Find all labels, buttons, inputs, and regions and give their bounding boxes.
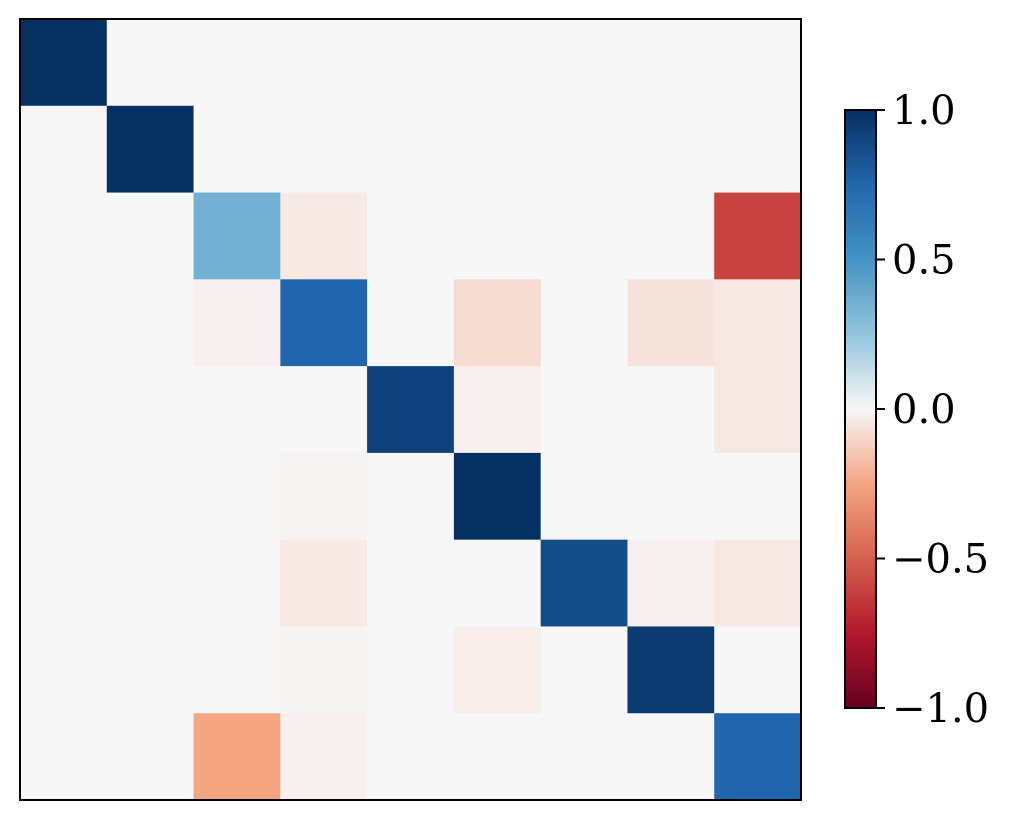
colorbar-tick-label: −1.0 bbox=[892, 686, 989, 732]
colorbar-tick-label: 0.0 bbox=[892, 387, 956, 433]
heatmap-cell-r8-c6 bbox=[540, 713, 629, 801]
heatmap-cell-r0-c1 bbox=[106, 19, 195, 107]
heatmap-cell-r1-c0 bbox=[20, 105, 108, 194]
heatmap-cell-r7-c1 bbox=[106, 626, 195, 714]
heatmap-cell-r4-c0 bbox=[20, 366, 108, 454]
heatmap-cell-r1-c6 bbox=[540, 105, 629, 194]
heatmap-cell-r3-c7 bbox=[627, 279, 715, 367]
heatmap-cell-r6-c6 bbox=[540, 539, 629, 628]
heatmap-cell-r3-c2 bbox=[193, 279, 281, 367]
colorbar-gradient bbox=[844, 109, 877, 709]
heatmap-cell-r8-c8 bbox=[714, 713, 802, 801]
heatmap-cell-r0-c8 bbox=[714, 19, 802, 107]
heatmap-cell-r2-c4 bbox=[367, 192, 455, 280]
heatmap-cell-r8-c0 bbox=[20, 713, 108, 801]
heatmap-cell-r6-c3 bbox=[280, 539, 368, 628]
heatmap-cell-r6-c2 bbox=[193, 539, 281, 628]
heatmap-cell-r2-c7 bbox=[627, 192, 715, 280]
heatmap-cell-r5-c1 bbox=[106, 452, 195, 541]
heatmap-cell-r3-c5 bbox=[453, 279, 542, 367]
heatmap-cell-r6-c0 bbox=[20, 539, 108, 628]
heatmap-cell-r0-c3 bbox=[280, 19, 368, 107]
heatmap-cell-r6-c5 bbox=[453, 539, 542, 628]
heatmap-cell-r2-c2 bbox=[193, 192, 281, 280]
heatmap-cell-r2-c1 bbox=[106, 192, 195, 280]
heatmap-cell-r3-c4 bbox=[367, 279, 455, 367]
colorbar: 1.0 0.5 0.0 −0.5 −1.0 bbox=[844, 88, 989, 732]
heatmap-cell-r0-c2 bbox=[193, 19, 281, 107]
colorbar-tick-label: 0.5 bbox=[892, 238, 956, 284]
heatmap-cell-r4-c4 bbox=[367, 366, 455, 454]
heatmap-cell-r5-c7 bbox=[627, 452, 715, 541]
heatmap-cell-r1-c1 bbox=[106, 105, 195, 194]
heatmap-cell-r3-c3 bbox=[280, 279, 368, 367]
heatmap-cell-r4-c1 bbox=[106, 366, 195, 454]
heatmap-cells bbox=[20, 19, 802, 801]
heatmap-cell-r7-c8 bbox=[714, 626, 802, 714]
heatmap-cell-r4-c6 bbox=[540, 366, 629, 454]
heatmap-cell-r7-c0 bbox=[20, 626, 108, 714]
heatmap-cell-r4-c3 bbox=[280, 366, 368, 454]
heatmap-cell-r1-c2 bbox=[193, 105, 281, 194]
heatmap-cell-r1-c3 bbox=[280, 105, 368, 194]
heatmap-cell-r2-c0 bbox=[20, 192, 108, 280]
heatmap-cell-r8-c2 bbox=[193, 713, 281, 801]
heatmap-cell-r5-c3 bbox=[280, 452, 368, 541]
heatmap-cell-r5-c8 bbox=[714, 452, 802, 541]
heatmap-cell-r8-c7 bbox=[627, 713, 715, 801]
heatmap-cell-r4-c7 bbox=[627, 366, 715, 454]
heatmap-cell-r5-c2 bbox=[193, 452, 281, 541]
heatmap-cell-r2-c8 bbox=[714, 192, 802, 280]
colorbar-ticks: 1.0 0.5 0.0 −0.5 −1.0 bbox=[876, 88, 989, 732]
heatmap-cell-r6-c4 bbox=[367, 539, 455, 628]
heatmap-cell-r8-c5 bbox=[453, 713, 542, 801]
heatmap-cell-r5-c5 bbox=[453, 452, 542, 541]
heatmap-cell-r5-c6 bbox=[540, 452, 629, 541]
heatmap-cell-r3-c6 bbox=[540, 279, 629, 367]
heatmap-cell-r2-c5 bbox=[453, 192, 542, 280]
heatmap-cell-r1-c4 bbox=[367, 105, 455, 194]
heatmap-cell-r0-c4 bbox=[367, 19, 455, 107]
heatmap-cell-r1-c7 bbox=[627, 105, 715, 194]
heatmap-cell-r4-c2 bbox=[193, 366, 281, 454]
colorbar-tick-label: −0.5 bbox=[892, 537, 989, 583]
heatmap-cell-r8-c3 bbox=[280, 713, 368, 801]
heatmap-cell-r3-c0 bbox=[20, 279, 108, 367]
heatmap-cell-r1-c8 bbox=[714, 105, 802, 194]
heatmap-cell-r7-c2 bbox=[193, 626, 281, 714]
heatmap-cell-r0-c6 bbox=[540, 19, 629, 107]
heatmap-cell-r7-c3 bbox=[280, 626, 368, 714]
heatmap-cell-r0-c5 bbox=[453, 19, 542, 107]
plot-frame bbox=[19, 18, 802, 801]
heatmap-cell-r6-c1 bbox=[106, 539, 195, 628]
heatmap-cell-r6-c8 bbox=[714, 539, 802, 628]
heatmap-cell-r1-c5 bbox=[453, 105, 542, 194]
colorbar-tick-label: 1.0 bbox=[892, 88, 956, 134]
heatmap-cell-r2-c3 bbox=[280, 192, 368, 280]
heatmap-cell-r8-c1 bbox=[106, 713, 195, 801]
heatmap-cell-r7-c6 bbox=[540, 626, 629, 714]
heatmap-cell-r4-c8 bbox=[714, 366, 802, 454]
heatmap-cell-r7-c7 bbox=[627, 626, 715, 714]
heatmap-cell-r2-c6 bbox=[540, 192, 629, 280]
heatmap-cell-r7-c5 bbox=[453, 626, 542, 714]
heatmap-cell-r6-c7 bbox=[627, 539, 715, 628]
heatmap-cell-r3-c8 bbox=[714, 279, 802, 367]
heatmap-cell-r0-c0 bbox=[20, 19, 108, 107]
heatmap-cell-r5-c4 bbox=[367, 452, 455, 541]
heatmap-cell-r8-c4 bbox=[367, 713, 455, 801]
heatmap-cell-r7-c4 bbox=[367, 626, 455, 714]
heatmap-cell-r3-c1 bbox=[106, 279, 195, 367]
heatmap-cell-r5-c0 bbox=[20, 452, 108, 541]
heatmap-cell-r0-c7 bbox=[627, 19, 715, 107]
heatmap-cell-r4-c5 bbox=[453, 366, 542, 454]
